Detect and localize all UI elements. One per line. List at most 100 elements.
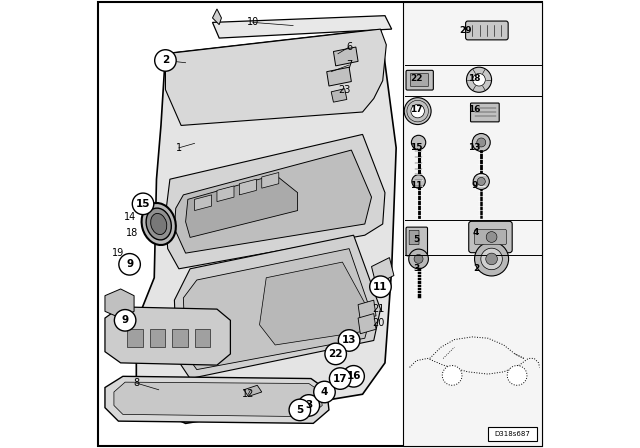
Circle shape (481, 248, 502, 270)
Polygon shape (184, 249, 371, 370)
Circle shape (370, 276, 391, 297)
Text: 23: 23 (339, 85, 351, 95)
Circle shape (115, 310, 136, 331)
Bar (195, 329, 210, 347)
Circle shape (477, 177, 485, 185)
Polygon shape (358, 300, 376, 320)
Text: 1: 1 (176, 143, 182, 153)
Circle shape (473, 73, 485, 86)
Circle shape (467, 67, 492, 92)
Polygon shape (174, 235, 380, 379)
FancyBboxPatch shape (488, 427, 537, 441)
Polygon shape (217, 186, 234, 202)
Polygon shape (136, 29, 396, 423)
Text: 2: 2 (162, 56, 169, 65)
Text: D318s687: D318s687 (494, 431, 530, 437)
FancyBboxPatch shape (410, 73, 428, 86)
Polygon shape (262, 172, 279, 188)
Polygon shape (105, 376, 329, 423)
Polygon shape (114, 382, 323, 417)
Text: 18: 18 (468, 74, 481, 83)
Text: 3: 3 (305, 401, 312, 410)
Circle shape (339, 330, 360, 351)
Text: 9: 9 (126, 259, 133, 269)
Circle shape (132, 193, 154, 215)
Polygon shape (212, 16, 392, 38)
Text: 9: 9 (122, 315, 129, 325)
Polygon shape (371, 258, 394, 284)
Text: 5: 5 (296, 405, 303, 415)
Polygon shape (239, 179, 257, 195)
Polygon shape (333, 47, 358, 66)
Text: 6: 6 (346, 42, 352, 52)
Circle shape (508, 366, 527, 385)
FancyBboxPatch shape (470, 103, 499, 122)
Ellipse shape (141, 203, 176, 245)
Text: 16: 16 (346, 371, 361, 381)
Text: 14: 14 (124, 212, 136, 222)
Bar (150, 329, 166, 347)
Text: 16: 16 (468, 105, 481, 114)
Bar (403, 2, 541, 446)
Text: 11: 11 (373, 282, 388, 292)
Circle shape (155, 50, 176, 71)
Polygon shape (358, 314, 376, 334)
Text: 18: 18 (125, 228, 138, 238)
Text: 9: 9 (472, 181, 477, 190)
FancyBboxPatch shape (406, 227, 428, 256)
Circle shape (486, 253, 497, 265)
Circle shape (404, 98, 431, 125)
Text: 17: 17 (410, 105, 422, 114)
Text: 8: 8 (133, 378, 140, 388)
FancyBboxPatch shape (475, 229, 506, 245)
Text: 12: 12 (242, 389, 255, 399)
Text: 11: 11 (410, 181, 422, 190)
Polygon shape (332, 89, 347, 102)
Circle shape (343, 366, 364, 387)
Circle shape (330, 368, 351, 389)
Circle shape (325, 343, 346, 365)
Text: 4: 4 (321, 387, 328, 397)
Polygon shape (105, 307, 230, 365)
Text: 17: 17 (333, 374, 348, 383)
Text: 3: 3 (413, 264, 419, 273)
FancyBboxPatch shape (466, 21, 508, 40)
Ellipse shape (146, 208, 172, 240)
Bar (127, 329, 143, 347)
Polygon shape (186, 175, 298, 237)
Circle shape (477, 138, 486, 147)
Text: 19: 19 (112, 248, 125, 258)
Text: 5: 5 (413, 235, 419, 244)
Text: 29: 29 (460, 26, 472, 35)
Circle shape (298, 395, 319, 416)
FancyBboxPatch shape (406, 70, 433, 90)
Polygon shape (165, 134, 385, 269)
Circle shape (412, 175, 426, 188)
Circle shape (314, 381, 335, 403)
Text: 7: 7 (346, 60, 352, 70)
Text: 22: 22 (328, 349, 343, 359)
Polygon shape (327, 67, 351, 86)
Polygon shape (244, 385, 262, 396)
Polygon shape (260, 262, 369, 345)
Circle shape (486, 232, 497, 242)
Polygon shape (105, 289, 134, 318)
Circle shape (474, 242, 509, 276)
Text: 15: 15 (410, 143, 422, 152)
Circle shape (472, 134, 490, 151)
Circle shape (119, 254, 140, 275)
Text: 13: 13 (342, 336, 356, 345)
Text: 13: 13 (468, 143, 481, 152)
Bar (172, 329, 188, 347)
Text: 20: 20 (372, 318, 385, 327)
Circle shape (442, 366, 462, 385)
Polygon shape (212, 9, 221, 25)
Circle shape (409, 249, 428, 269)
Text: 2: 2 (473, 264, 479, 273)
FancyBboxPatch shape (468, 221, 512, 253)
Text: 15: 15 (136, 199, 150, 209)
Polygon shape (195, 195, 212, 211)
Circle shape (411, 104, 424, 118)
Circle shape (473, 173, 490, 190)
FancyBboxPatch shape (409, 230, 419, 245)
